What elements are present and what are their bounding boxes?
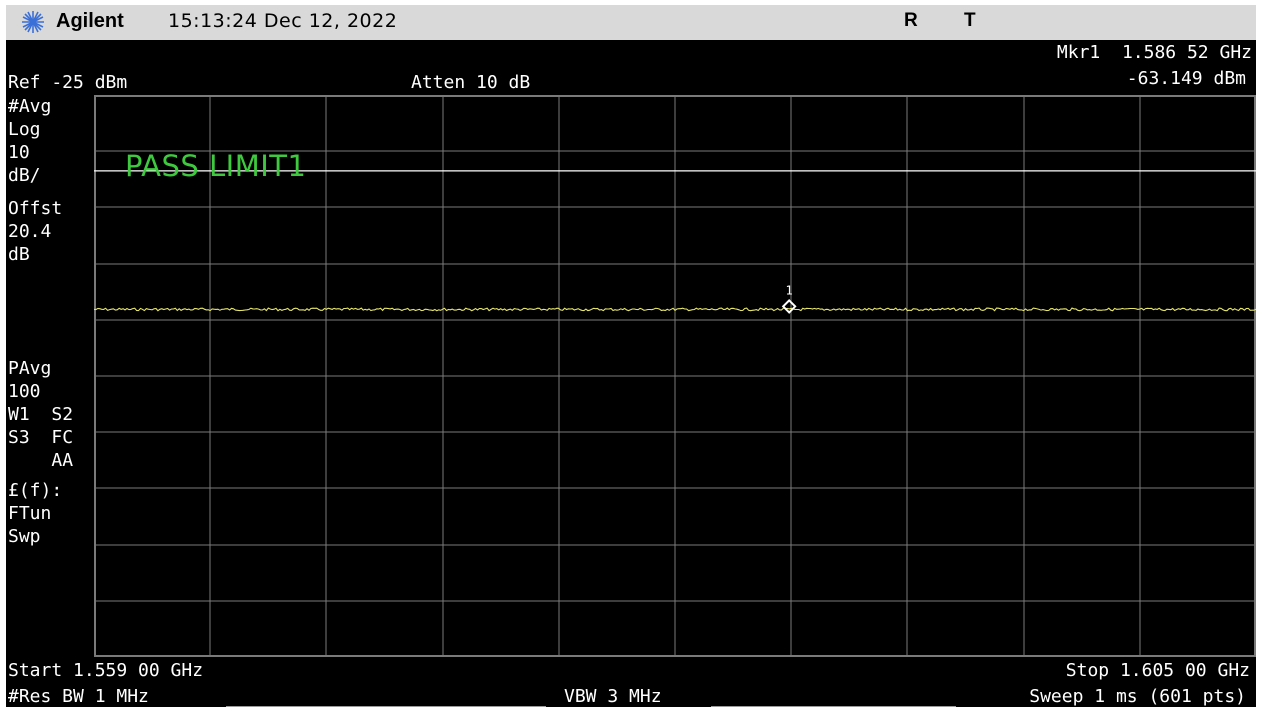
offset-value: 20.4 [8, 221, 52, 242]
scale-unit: dB/ [8, 165, 41, 186]
fc: FC [51, 427, 74, 448]
attenuation: Atten 10 dB [411, 72, 531, 93]
marker-frequency-readout: Mkr1 1.586 52 GHz [1057, 43, 1252, 63]
status-underline-right [711, 706, 956, 707]
title-bar: Agilent 15:13:24 Dec 12, 2022 R T [6, 5, 1256, 40]
ftun-indicator: FTun [8, 503, 52, 524]
remote-indicator: R [904, 10, 918, 31]
sweep-time: Sweep 1 ms (601 pts) [1029, 686, 1246, 707]
scale-value: 10 [8, 142, 30, 163]
stop-frequency: Stop 1.605 00 GHz [1065, 660, 1250, 681]
aa: AA [51, 450, 74, 471]
sweep-indicator: Swp [8, 526, 41, 547]
pavg-indicator: PAvg [8, 358, 52, 379]
video-bandwidth: VBW 3 MHz [564, 686, 662, 707]
brand-name: Agilent [56, 10, 124, 32]
trigger-indicator: T [964, 10, 976, 31]
timestamp: 15:13:24 Dec 12, 2022 [168, 10, 397, 32]
marker-diamond [781, 298, 797, 314]
spectrum-plot: 1 [94, 95, 1256, 657]
reference-level: Ref -25 dBm [8, 72, 128, 93]
trace-mode-row-1: W1 S2 [8, 405, 73, 425]
scale-type: Log [8, 119, 41, 140]
trace-mode-row-3: AA [8, 451, 73, 471]
marker-amplitude: -63.149 dBm [1126, 68, 1246, 89]
w1: W1 [8, 404, 30, 425]
date: Dec 12, 2022 [263, 10, 398, 32]
s2: S2 [51, 404, 74, 425]
status-underline-left [226, 706, 546, 707]
avg-indicator: #Avg [8, 96, 52, 117]
time: 15:13:24 [168, 10, 258, 32]
s3: S3 [8, 427, 30, 448]
spectrum-trace [94, 307, 1256, 312]
pavg-count: 100 [8, 381, 41, 402]
marker-number: 1 [786, 283, 793, 297]
marker-frequency: 1.586 52 GHz [1121, 42, 1252, 63]
function-indicator: £(f): [8, 480, 63, 501]
agilent-spark-icon [22, 11, 44, 33]
offset-unit: dB [8, 244, 30, 265]
spectrum-display: 1 [94, 95, 1256, 657]
offset-label: Offst [8, 198, 63, 219]
trace-mode-row-2: S3 FC [8, 428, 73, 448]
analyzer-screen: Agilent 15:13:24 Dec 12, 2022 R T Mkr1 1… [6, 5, 1256, 707]
resolution-bandwidth: #Res BW 1 MHz [8, 686, 149, 707]
marker-label: Mkr1 [1056, 42, 1101, 63]
limit-pass-status: PASS LIMIT1 [125, 149, 307, 183]
start-frequency: Start 1.559 00 GHz [8, 660, 204, 681]
